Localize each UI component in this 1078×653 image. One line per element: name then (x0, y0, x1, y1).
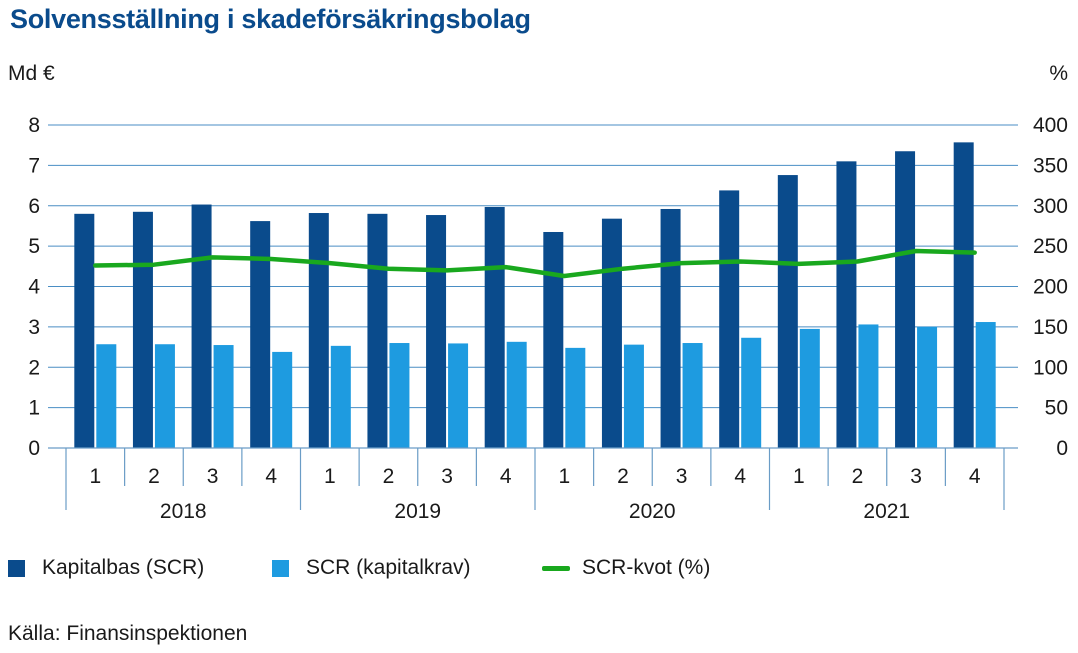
source-note: Källa: Finansinspektionen (8, 622, 248, 645)
legend-item-kvot: SCR-kvot (%) (542, 553, 710, 583)
bar-kapitalbas (719, 190, 740, 448)
bar-kapitalbas (426, 215, 447, 448)
bars (74, 142, 996, 448)
bar-kapitalbas (895, 151, 916, 448)
x-tick-label: 2 (617, 465, 629, 488)
x-tick-label: 1 (324, 465, 336, 488)
x-tick-label: 3 (676, 465, 688, 488)
bar-scr (858, 324, 879, 448)
x-tick-label: 2 (148, 465, 160, 488)
y-tick-label-right: 0 (1056, 437, 1068, 460)
x-tick-label: 1 (558, 465, 570, 488)
bar-scr (389, 343, 410, 448)
x-tick-label: 1 (793, 465, 805, 488)
bar-kapitalbas (250, 221, 271, 448)
y-axis-right-label: % (1049, 62, 1068, 85)
x-tick-label: 3 (207, 465, 219, 488)
bar-scr (272, 351, 293, 448)
legend-swatch-kvot (542, 565, 570, 571)
y-tick-label-left: 7 (28, 154, 40, 177)
bar-scr (448, 343, 469, 448)
x-group-label: 2021 (863, 500, 910, 523)
x-tick-label: 4 (734, 465, 746, 488)
bar-kapitalbas (660, 208, 681, 448)
legend-item-scr: SCR (kapitalkrav) (272, 553, 471, 583)
legend-swatch-kapitalbas (8, 559, 25, 577)
bar-kapitalbas (953, 142, 974, 448)
y-tick-label-right: 50 (1045, 397, 1068, 420)
bar-scr (682, 343, 703, 448)
bar-scr (975, 322, 996, 448)
bar-scr (623, 344, 644, 448)
bar-scr (96, 344, 117, 448)
bar-kapitalbas (484, 206, 505, 448)
bar-kapitalbas (74, 213, 95, 448)
bar-kapitalbas (601, 218, 622, 448)
y-axis-left-label: Md € (8, 62, 55, 85)
y-tick-label-left: 4 (28, 276, 40, 299)
bar-scr (917, 326, 938, 448)
y-tick-label-left: 1 (28, 397, 40, 420)
line-kvot (93, 248, 977, 279)
y-tick-label-left: 8 (28, 114, 40, 137)
tick-labels: 0 1 2 3 4 5 6 7 8 0 50 100 150 200 250 300 350 400 1 2 3 4 1 2 3… (28, 114, 1068, 523)
legend-item-kapitalbas: Kapitalbas (SCR) (8, 553, 204, 583)
y-tick-label-right: 350 (1033, 154, 1068, 177)
kvot-line (93, 248, 977, 279)
legend-swatch-scr (272, 559, 289, 577)
bar-kapitalbas (132, 211, 153, 448)
bar-kapitalbas (543, 231, 564, 448)
x-tick-label: 4 (500, 465, 512, 488)
chart-title: Solvensställning i skadeförsäkringsbolag (10, 4, 531, 34)
y-tick-label-left: 6 (28, 195, 40, 218)
bar-scr (154, 344, 175, 448)
y-tick-label-left: 0 (28, 437, 40, 460)
bar-kapitalbas (777, 175, 798, 448)
bar-kapitalbas (367, 213, 388, 448)
x-tick-label: 3 (441, 465, 453, 488)
y-tick-label-right: 300 (1033, 195, 1068, 218)
x-group-label: 2018 (160, 500, 207, 523)
y-tick-label-right: 200 (1033, 276, 1068, 299)
x-tick-label: 4 (969, 465, 981, 488)
bar-kapitalbas (308, 213, 329, 448)
legend-label-scr: SCR (kapitalkrav) (306, 556, 471, 579)
y-tick-label-left: 3 (28, 316, 40, 339)
bar-scr (213, 345, 234, 448)
bar-kapitalbas (191, 204, 212, 448)
bar-scr (741, 337, 762, 448)
bar-scr (506, 341, 527, 448)
bar-kapitalbas (836, 161, 857, 448)
y-tick-label-right: 150 (1033, 316, 1068, 339)
x-tick-label: 2 (383, 465, 395, 488)
y-tick-label-right: 400 (1033, 114, 1068, 137)
axes (48, 447, 1018, 510)
y-tick-label-right: 100 (1033, 356, 1068, 379)
x-group-label: 2020 (629, 500, 676, 523)
x-tick-label: 4 (265, 465, 277, 488)
x-group-label: 2019 (394, 500, 441, 523)
bar-scr (799, 328, 820, 448)
x-tick-label: 2 (852, 465, 864, 488)
x-tick-label: 1 (89, 465, 101, 488)
y-tick-label-left: 2 (28, 356, 40, 379)
bar-scr (565, 347, 586, 448)
legend-label-kapitalbas: Kapitalbas (SCR) (42, 556, 205, 579)
y-tick-label-right: 250 (1033, 235, 1068, 258)
legend-label-kvot: SCR-kvot (%) (582, 556, 711, 579)
y-tick-label-left: 5 (28, 235, 40, 258)
x-tick-label: 3 (910, 465, 922, 488)
bar-scr (330, 345, 351, 448)
